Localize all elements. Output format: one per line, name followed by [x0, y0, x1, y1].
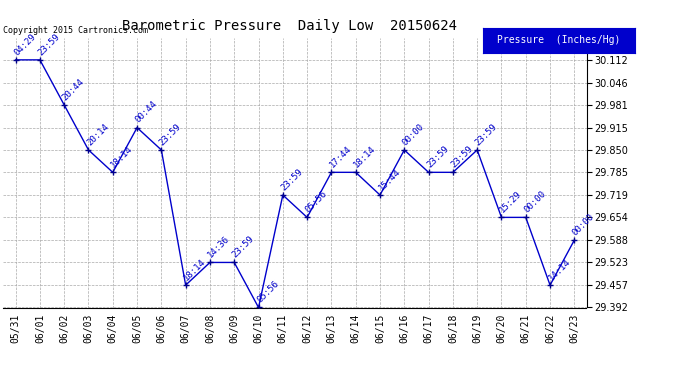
- Text: Pressure  (Inches/Hg): Pressure (Inches/Hg): [497, 35, 620, 45]
- Text: Copyright 2015 Cartronics.com: Copyright 2015 Cartronics.com: [3, 26, 148, 35]
- Text: 18:14: 18:14: [109, 144, 135, 170]
- Text: 15:44: 15:44: [377, 167, 402, 192]
- Text: 15:29: 15:29: [498, 189, 523, 214]
- Text: 18:14: 18:14: [182, 257, 208, 282]
- Text: Barometric Pressure  Daily Low  20150624: Barometric Pressure Daily Low 20150624: [122, 19, 457, 33]
- Text: 23:59: 23:59: [425, 144, 451, 170]
- Text: 00:44: 00:44: [133, 99, 159, 125]
- Text: 23:59: 23:59: [473, 122, 499, 147]
- Text: 23:59: 23:59: [158, 122, 183, 147]
- Text: 23:59: 23:59: [37, 32, 61, 57]
- Text: 14:36: 14:36: [206, 234, 232, 260]
- Text: 00:00: 00:00: [401, 122, 426, 147]
- Text: 23:59: 23:59: [449, 144, 475, 170]
- Text: 20:14: 20:14: [85, 122, 110, 147]
- Text: 23:59: 23:59: [279, 167, 304, 192]
- Text: 00:00: 00:00: [522, 189, 548, 214]
- Text: 18:14: 18:14: [352, 144, 377, 170]
- Text: 14:14: 14:14: [546, 257, 572, 282]
- Text: 20:44: 20:44: [61, 77, 86, 102]
- Text: 23:59: 23:59: [230, 234, 256, 260]
- Text: 05:56: 05:56: [255, 279, 280, 305]
- Text: 04:29: 04:29: [12, 32, 37, 57]
- Text: 00:00: 00:00: [571, 212, 596, 237]
- Text: 17:44: 17:44: [328, 144, 353, 170]
- Text: 05:56: 05:56: [304, 189, 329, 214]
